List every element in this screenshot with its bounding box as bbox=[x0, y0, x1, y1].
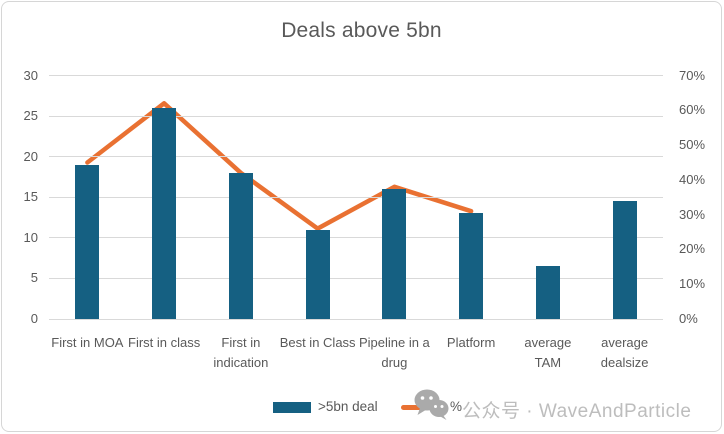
gridline bbox=[49, 277, 663, 279]
right-axis-tick: 50% bbox=[679, 137, 706, 153]
left-axis-tick: 20 bbox=[23, 148, 38, 164]
chart-title: Deals above 5bn bbox=[281, 19, 442, 42]
category-label: Platform bbox=[446, 335, 496, 350]
bar-6 bbox=[459, 213, 484, 319]
right-axis-tick: 10% bbox=[679, 276, 706, 292]
category-label: First in indication bbox=[213, 335, 269, 370]
bar-2 bbox=[152, 107, 177, 319]
bar-8 bbox=[612, 201, 637, 319]
bar-series-swatch bbox=[273, 402, 311, 413]
left-axis-tick: 30 bbox=[23, 67, 38, 83]
line-series-label: % bbox=[450, 399, 463, 414]
left-axis-tick: 0 bbox=[30, 311, 38, 326]
category-label: average TAM bbox=[524, 335, 572, 370]
gridline bbox=[49, 75, 663, 76]
left-axis-tick: 5 bbox=[30, 270, 38, 286]
gridline bbox=[49, 115, 663, 117]
right-axis-tick: 20% bbox=[679, 241, 706, 257]
bar-7 bbox=[535, 266, 560, 319]
left-axis-tick: 15 bbox=[23, 189, 38, 205]
bar-4 bbox=[305, 229, 330, 319]
gridline bbox=[49, 237, 663, 239]
category-label: First in class bbox=[128, 335, 201, 350]
left-axis-tick: 10 bbox=[23, 229, 38, 245]
right-axis-tick: 70% bbox=[679, 67, 706, 83]
bar-3 bbox=[228, 172, 253, 319]
percentage-line bbox=[85, 101, 474, 231]
gridline bbox=[49, 196, 663, 198]
category-label: average dealsize bbox=[600, 335, 649, 370]
bar-5 bbox=[382, 189, 407, 319]
right-axis-tick: 60% bbox=[679, 102, 706, 118]
wechat-icon bbox=[414, 389, 449, 420]
category-label: Pipeline in a drug bbox=[358, 335, 430, 370]
watermark-text: 公众号 · WaveAndParticle bbox=[462, 401, 692, 422]
category-label: Best in Class bbox=[279, 335, 356, 350]
category-label: First in MOA bbox=[51, 335, 124, 350]
gridline bbox=[49, 318, 663, 320]
bar-series-label: >5bn deal bbox=[318, 399, 378, 414]
bar-1 bbox=[75, 164, 100, 319]
left-axis-tick: 25 bbox=[23, 108, 38, 124]
right-axis-tick: 30% bbox=[679, 206, 706, 222]
legend: >5bn deal % 公众号 · WaveAndParticle bbox=[2, 389, 721, 426]
right-axis-tick: 0% bbox=[679, 311, 698, 326]
gridline bbox=[49, 156, 663, 158]
right-axis-tick: 40% bbox=[679, 171, 706, 187]
